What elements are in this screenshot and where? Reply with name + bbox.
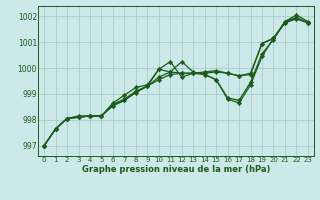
X-axis label: Graphe pression niveau de la mer (hPa): Graphe pression niveau de la mer (hPa) (82, 165, 270, 174)
